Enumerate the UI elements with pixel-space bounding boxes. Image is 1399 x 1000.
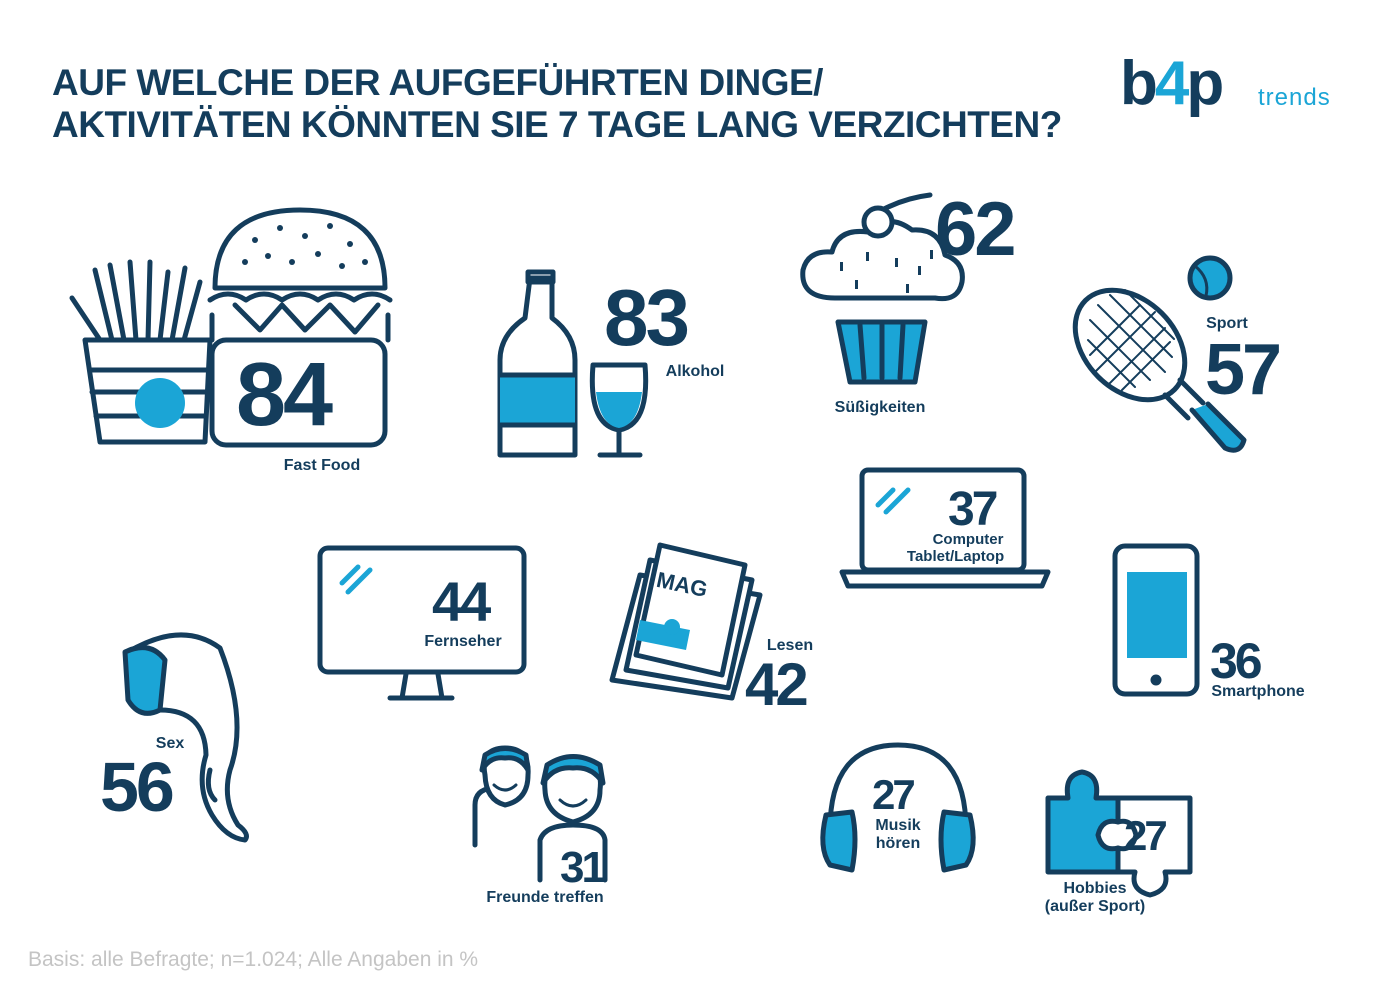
- suess-label: Süßigkeiten: [834, 399, 926, 416]
- fastfood-label: Fast Food: [283, 457, 361, 474]
- sport-value: 57: [1205, 330, 1282, 410]
- cupcake-icon: [800, 192, 965, 385]
- alkohol-label: Alkohol: [665, 363, 725, 380]
- logo-subtitle: trends: [1258, 84, 1331, 111]
- page-title: AUF WELCHE DER AUFGEFÜHRTEN DINGE/ AKTIV…: [52, 62, 1062, 146]
- b4p-trends-logo: b4p trends: [1120, 48, 1360, 128]
- smartphone-icon: [1112, 543, 1200, 697]
- freunde-value: 31: [560, 843, 606, 892]
- laptop-icon: [839, 467, 1051, 589]
- hobbies-label-1: Hobbies: [1063, 880, 1127, 897]
- hobbies-label-2: (außer Sport): [1044, 898, 1146, 915]
- sport-label: Sport: [1206, 315, 1248, 332]
- computer-label-1: Computer: [932, 531, 1004, 548]
- logo-wordmark: b4p: [1120, 49, 1224, 118]
- tennis-racket-icon: [1072, 255, 1247, 453]
- burger-icon: [207, 207, 393, 448]
- fastfood-value: 84: [236, 345, 333, 445]
- puzzle-icon: [1045, 769, 1193, 898]
- alkohol-value: 83: [604, 273, 690, 362]
- musik-value: 27: [872, 771, 916, 818]
- musik-label-1: Musik: [875, 817, 921, 834]
- freunde-label: Freunde treffen: [486, 889, 604, 906]
- title-line-2: AKTIVITÄTEN KÖNNTEN SIE 7 TAGE LANG VERZ…: [52, 104, 1062, 145]
- wine-bottle-glass-icon: [497, 269, 649, 458]
- tv-monitor-icon: [317, 545, 527, 701]
- suess-value: 62: [935, 187, 1017, 272]
- musik-label-2: hören: [875, 835, 921, 852]
- smartphone-label: Smartphone: [1211, 683, 1305, 700]
- hobbies-value: 27: [1124, 812, 1168, 859]
- footnote: Basis: alle Befragte; n=1.024; Alle Anga…: [28, 948, 479, 971]
- title-line-1: AUF WELCHE DER AUFGEFÜHRTEN DINGE/: [52, 62, 823, 103]
- sex-value: 56: [100, 748, 175, 826]
- computer-label-2: Tablet/Laptop: [906, 548, 1005, 565]
- smartphone-value: 36: [1210, 633, 1263, 689]
- leg-stocking-icon: [122, 632, 249, 843]
- lesen-label: Lesen: [766, 637, 814, 654]
- computer-value: 37: [948, 483, 998, 536]
- headphones-icon: [820, 742, 976, 873]
- two-friends-icon: [472, 745, 608, 883]
- burger-fries-icon: [69, 207, 393, 448]
- lesen-value: 42: [745, 651, 809, 718]
- sex-label: Sex: [155, 735, 185, 752]
- fernseher-value: 44: [432, 570, 491, 633]
- magazine-icon: [609, 542, 763, 701]
- fries-icon: [69, 259, 213, 445]
- fernseher-label: Fernseher: [424, 633, 502, 650]
